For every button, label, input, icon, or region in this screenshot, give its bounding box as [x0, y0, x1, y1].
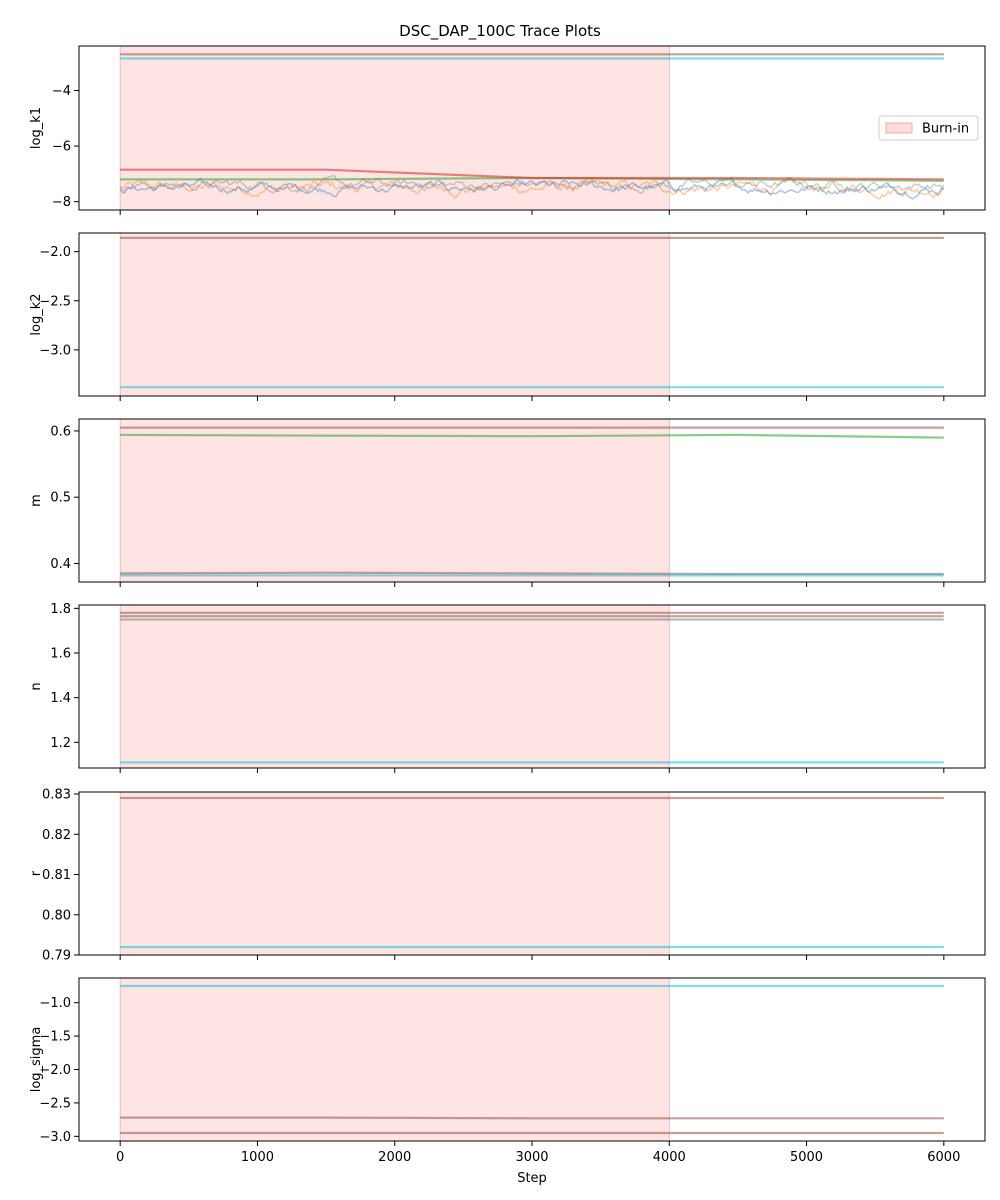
- y-tick-label: 0.6: [50, 424, 71, 439]
- series-line-m-1: [120, 433, 944, 439]
- x-tick-label: 2000: [378, 1150, 411, 1165]
- y-tick-label: 0.5: [50, 491, 71, 506]
- series-line-log_k1-5: [119, 174, 945, 195]
- y-tick-label: 0.82: [42, 828, 71, 843]
- y-axis-label: log_k2: [29, 293, 44, 335]
- panel-n: 1.2 1.4 1.6 1.8 n: [29, 602, 986, 773]
- y-tick-label: 0.83: [42, 788, 71, 803]
- y-axis-label: m: [29, 494, 44, 507]
- burn-in-region: [119, 418, 670, 583]
- y-tick-label: −2.5: [39, 294, 71, 309]
- y-tick-label: 1.4: [50, 691, 71, 706]
- y-tick-label: −6: [52, 140, 71, 155]
- panel-r: 0.79 0.80 0.81 0.82 0.83 r: [29, 788, 986, 964]
- burn-in-region: [119, 977, 670, 1142]
- legend: Burn-in: [878, 115, 979, 141]
- series-line-log_k1-6: [120, 168, 944, 181]
- panel-log_sigma: −3.0 −2.5 −2.0 −1.5 −1.0 0 1000 2000 3000 4000 500…: [29, 977, 986, 1165]
- burn-in-region: [119, 791, 670, 956]
- series-group: [120, 236, 944, 389]
- y-tick-label: −2.0: [39, 1063, 71, 1078]
- y-tick-label: −8: [52, 195, 71, 210]
- burn-in-region: [119, 45, 670, 211]
- series-group: [120, 984, 944, 1135]
- panel-log_k2: −3.0 −2.5 −2.0 log_k2: [29, 232, 986, 401]
- series-group: [119, 53, 945, 200]
- legend-swatch: [885, 122, 913, 134]
- y-axis-label: log_k1: [29, 107, 44, 149]
- y-tick-label: 1.2: [50, 736, 71, 751]
- y-tick-label: −3.0: [39, 343, 71, 358]
- burn-in-region: [119, 232, 670, 397]
- legend-label: Burn-in: [922, 122, 969, 137]
- y-tick-label: −1.5: [39, 1030, 71, 1045]
- y-tick-label: 1.6: [50, 647, 71, 662]
- y-tick-label: −1.0: [39, 996, 71, 1011]
- series-group: [120, 611, 944, 764]
- y-tick-label: 0.4: [50, 557, 71, 572]
- panels-layer: −8 −6 −4 log_k1 Burn-in −3.0 −2.5 −2.0 log_k2 0.4…: [29, 45, 986, 1165]
- series-line-m-2: [120, 571, 944, 576]
- y-axis-label: n: [29, 682, 44, 690]
- burn-in-region: [119, 604, 670, 769]
- y-tick-label: −4: [52, 84, 71, 99]
- y-tick-label: 0.79: [42, 949, 71, 964]
- panel-m: 0.4 0.5 0.6 m: [29, 418, 986, 587]
- series-group: [120, 426, 944, 577]
- y-tick-label: −2.0: [39, 245, 71, 260]
- panel-log_k1: −8 −6 −4 log_k1 Burn-in: [29, 45, 986, 215]
- x-tick-label: 0: [116, 1150, 124, 1165]
- chart-title: DSC_DAP_100C Trace Plots: [399, 22, 601, 41]
- series-line-log_sigma-1: [120, 1116, 944, 1120]
- x-tick-label: 1000: [241, 1150, 274, 1165]
- y-tick-label: 1.8: [50, 602, 71, 617]
- y-tick-label: 0.80: [42, 908, 71, 923]
- x-tick-label: 5000: [790, 1150, 823, 1165]
- y-tick-label: 0.81: [42, 868, 71, 883]
- y-tick-label: −2.5: [39, 1096, 71, 1111]
- series-line-log_k1-2: [119, 176, 945, 200]
- y-tick-label: −3.0: [39, 1130, 71, 1145]
- x-tick-label: 4000: [653, 1150, 686, 1165]
- series-group: [120, 796, 944, 949]
- legend-box: [878, 115, 979, 141]
- y-axis-label: log_sigma: [29, 1027, 44, 1093]
- x-axis-label: Step: [517, 1171, 547, 1186]
- y-axis-label: r: [29, 870, 44, 876]
- series-line-log_k1-3: [119, 177, 945, 200]
- x-tick-label: 6000: [927, 1150, 960, 1165]
- x-tick-label: 3000: [515, 1150, 548, 1165]
